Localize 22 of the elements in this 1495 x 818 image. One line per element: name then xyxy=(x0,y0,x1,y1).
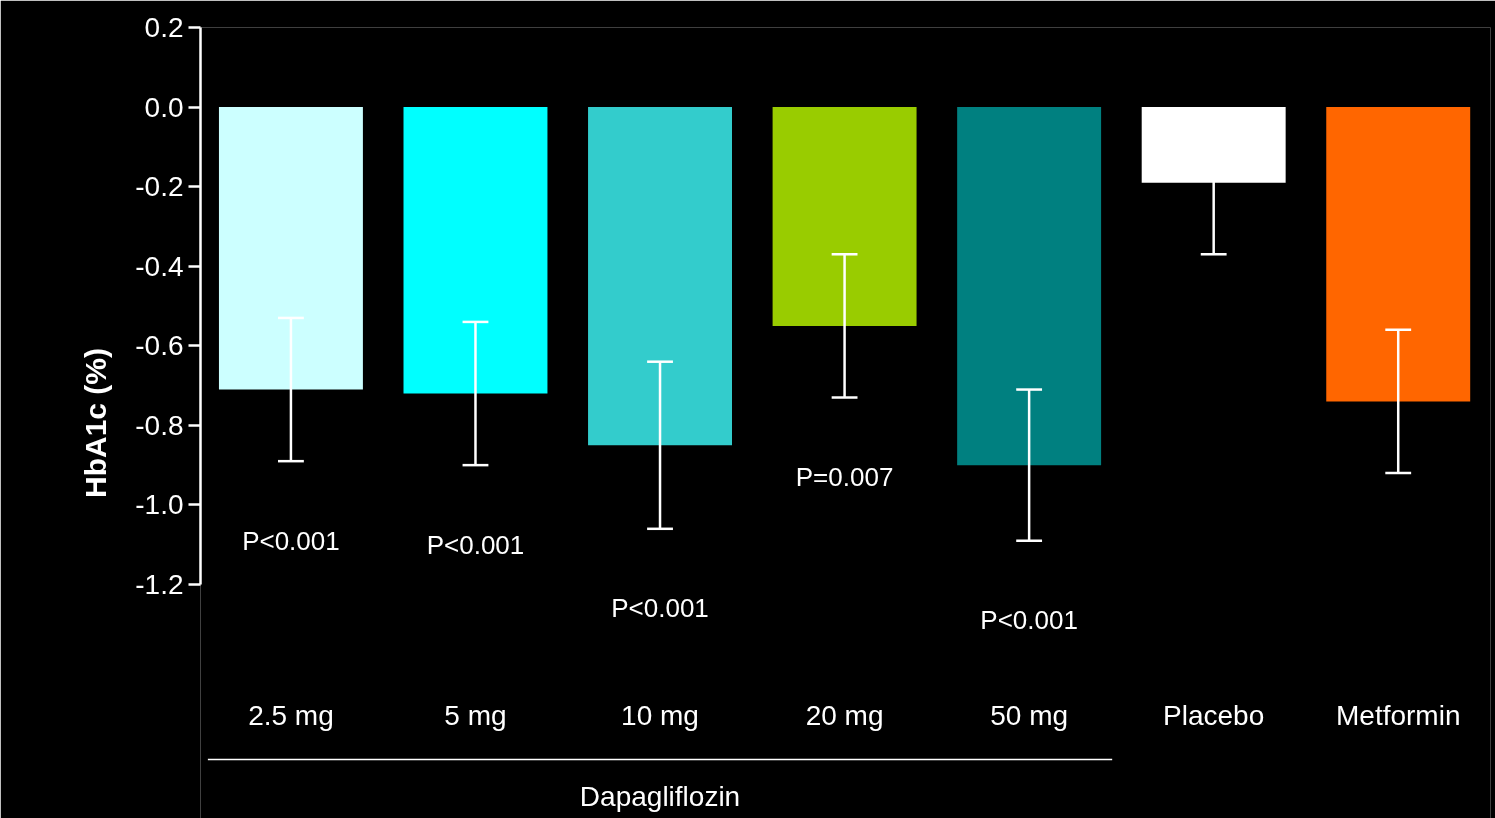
annotation: P<0.001 xyxy=(242,525,340,556)
y-axis-title: HbA1c (%) xyxy=(79,347,113,499)
text: P<0.001 xyxy=(980,605,1078,636)
x-tick-label: Placebo xyxy=(1163,700,1265,731)
x-tick-label: 2.5 mg xyxy=(248,700,334,731)
x-tick-label: 5 mg xyxy=(444,700,507,731)
x-axis-title: Dapagliflozin xyxy=(579,781,741,812)
x-tick-label: 50 mg xyxy=(990,700,1069,731)
y-tick-label: -0.4 xyxy=(135,250,184,282)
y-tick-label: 0.0 xyxy=(144,91,184,123)
text: P<0.001 xyxy=(611,593,709,624)
x-tick-label: Metformin xyxy=(1335,700,1461,731)
y-tick-label: -1.0 xyxy=(135,489,184,521)
y-tick-label: -1.2 xyxy=(135,569,184,600)
annotation: P=0.007 xyxy=(795,462,894,493)
y-tick-label: -0.6 xyxy=(135,330,184,362)
y-tick-label: -0.2 xyxy=(135,171,184,203)
annotation: P<0.001 xyxy=(426,529,525,560)
y-tick-label: -0.8 xyxy=(135,409,184,441)
x-tick-label: 10 mg xyxy=(621,700,699,731)
y-tick-label: 0.2 xyxy=(144,12,184,43)
x-tick-label: 20 mg xyxy=(805,700,884,731)
